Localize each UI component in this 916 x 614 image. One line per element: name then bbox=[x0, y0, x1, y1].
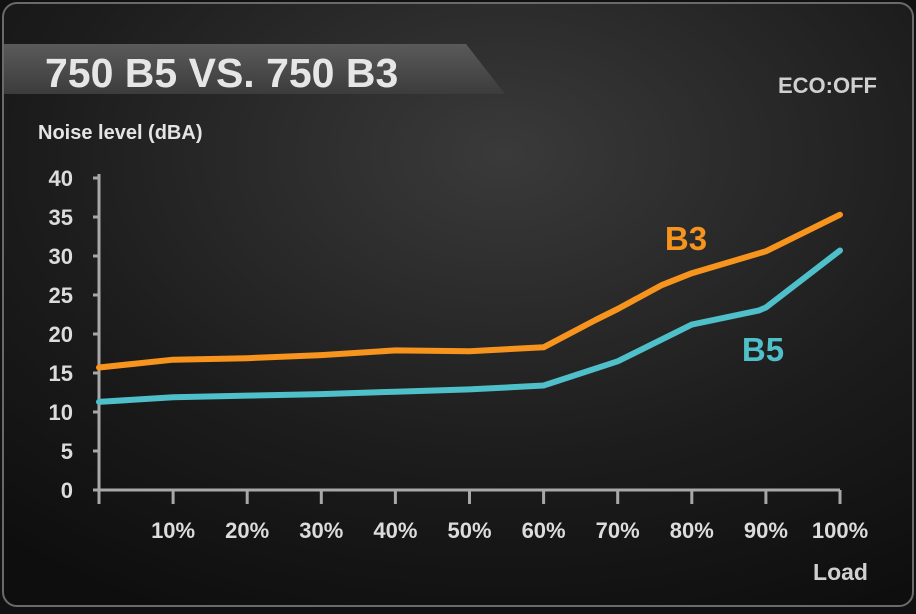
x-tick-label: 20% bbox=[225, 518, 269, 543]
x-axis-label: Load bbox=[813, 559, 868, 585]
x-tick-label: 30% bbox=[299, 518, 343, 543]
y-tick-label: 35 bbox=[49, 205, 73, 230]
y-ticks: 0 5 10 15 20 25 30 35 40 bbox=[49, 166, 99, 503]
y-tick-label: 0 bbox=[61, 478, 73, 503]
y-tick-label: 25 bbox=[49, 283, 73, 308]
x-tick-label: 70% bbox=[596, 518, 640, 543]
y-tick-label: 5 bbox=[61, 439, 73, 464]
y-tick-label: 20 bbox=[49, 322, 73, 347]
y-tick-label: 15 bbox=[49, 361, 73, 386]
x-tick-label: 50% bbox=[447, 518, 491, 543]
x-tick-label: 100% bbox=[812, 518, 868, 543]
title-banner bbox=[4, 44, 505, 94]
eco-badge: ECO:OFF bbox=[778, 73, 877, 98]
series-line-b5 bbox=[96, 247, 843, 405]
grid-lines bbox=[99, 175, 845, 454]
series-line-b3 bbox=[96, 211, 843, 371]
y-tick-label: 40 bbox=[49, 166, 73, 191]
x-ticks: 10% 20% 30% 40% 50% 60% 70% 80% 90% 100% bbox=[97, 490, 868, 543]
series-label-b3: B3 bbox=[665, 220, 707, 257]
y-tick-label: 30 bbox=[49, 244, 73, 269]
chart-title: 750 B5 VS. 750 B3 bbox=[45, 50, 398, 96]
x-tick-label: 40% bbox=[373, 518, 417, 543]
y-axis-label: Noise level (dBA) bbox=[38, 122, 202, 144]
x-tick-label: 10% bbox=[151, 518, 195, 543]
y-tick-label: 10 bbox=[49, 400, 73, 425]
series-lines: B3 B5 bbox=[96, 211, 843, 405]
x-tick-label: 90% bbox=[744, 518, 788, 543]
x-tick-label: 60% bbox=[522, 518, 566, 543]
series-label-b5: B5 bbox=[742, 331, 784, 368]
x-tick-label: 80% bbox=[670, 518, 714, 543]
